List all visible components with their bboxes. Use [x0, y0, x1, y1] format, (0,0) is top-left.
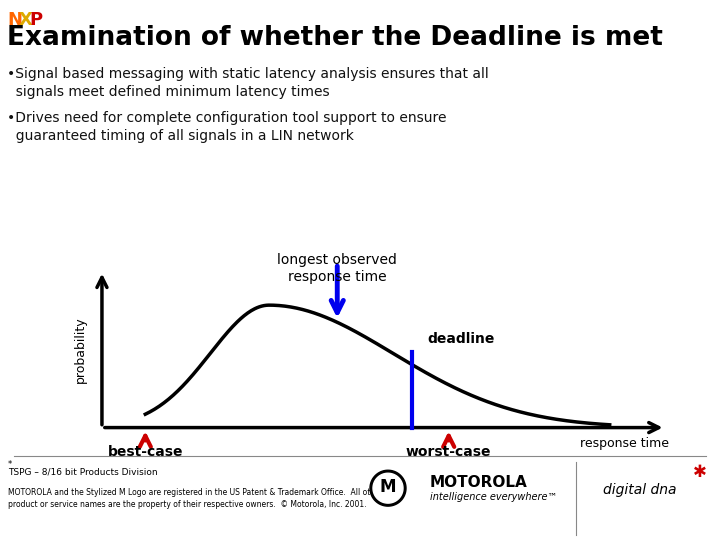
Text: M: M [379, 478, 396, 496]
Polygon shape [370, 470, 406, 506]
Text: probability: probability [73, 316, 87, 383]
Text: deadline: deadline [427, 333, 495, 347]
Text: •Drives need for complete configuration tool support to ensure
  guaranteed timi: •Drives need for complete configuration … [7, 111, 446, 144]
Text: N: N [7, 11, 22, 29]
Text: •Signal based messaging with static latency analysis ensures that all
  signals : •Signal based messaging with static late… [7, 67, 489, 99]
Text: best-case: best-case [107, 445, 183, 459]
Text: MOTOROLA: MOTOROLA [430, 475, 528, 490]
Text: longest observed
response time: longest observed response time [277, 253, 397, 284]
Text: worst-case: worst-case [406, 445, 492, 459]
Text: digital dna: digital dna [603, 483, 677, 497]
Text: P: P [29, 11, 42, 29]
Text: X: X [19, 11, 33, 29]
Text: TSPG – 8/16 bit Products Division: TSPG – 8/16 bit Products Division [8, 467, 158, 476]
Text: response time: response time [580, 436, 668, 449]
Text: Examination of whether the Deadline is met: Examination of whether the Deadline is m… [7, 25, 663, 51]
Polygon shape [373, 473, 403, 503]
Text: *: * [8, 460, 12, 469]
Text: intelligence everywhere™: intelligence everywhere™ [430, 492, 557, 502]
Text: MOTOROLA and the Stylized M Logo are registered in the US Patent & Trademark Off: MOTOROLA and the Stylized M Logo are reg… [8, 488, 383, 509]
Text: ✱: ✱ [693, 463, 707, 481]
